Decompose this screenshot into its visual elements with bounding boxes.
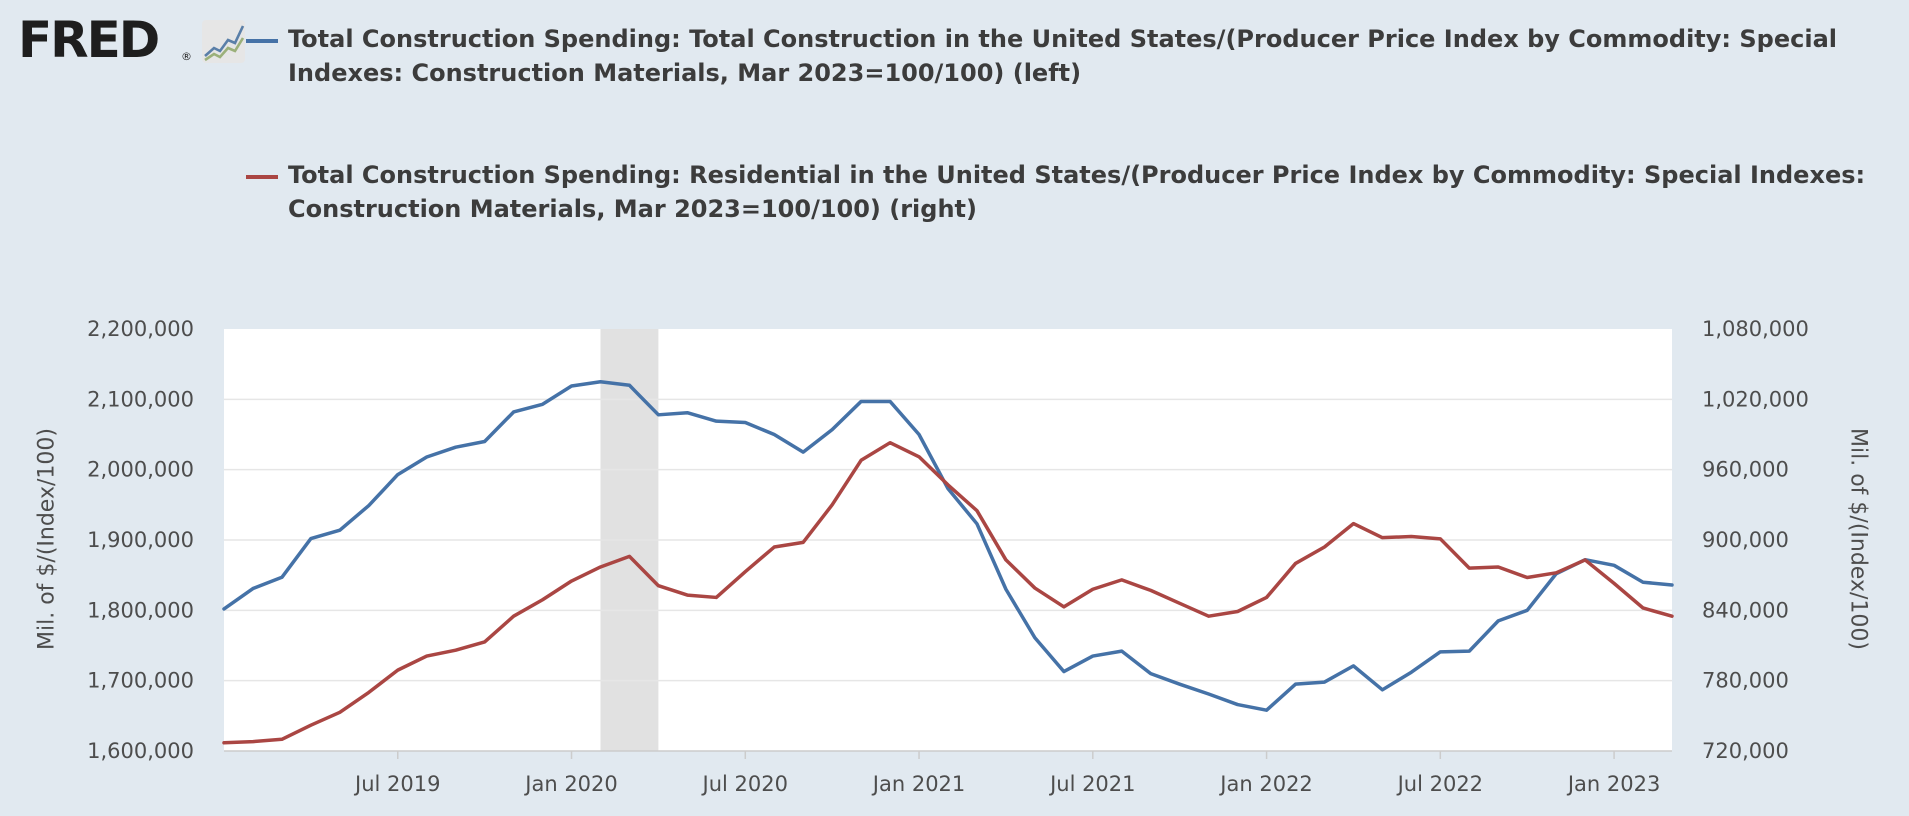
fred-logo[interactable]: FRED ® xyxy=(18,11,245,69)
y-left-tick-label: 1,600,000 xyxy=(87,739,194,763)
y-right-tick-label: 1,020,000 xyxy=(1702,387,1809,411)
series-line-total-construction[interactable] xyxy=(222,380,1674,712)
x-tick-label: Jan 2020 xyxy=(523,772,618,796)
y-left-tick-label: 2,100,000 xyxy=(87,387,194,411)
legend-swatch-residential xyxy=(246,175,278,179)
legend-label-total: Total Construction Spending: Total Const… xyxy=(288,25,1837,87)
legend-swatch-total xyxy=(246,39,278,43)
y-right-tick-label: 900,000 xyxy=(1702,528,1789,552)
y-left-tick-label: 1,700,000 xyxy=(87,669,194,693)
y-left-tick-label: 1,900,000 xyxy=(87,528,194,552)
line-chart-icon xyxy=(202,20,245,63)
y-right-tick-label: 780,000 xyxy=(1702,669,1789,693)
x-tick-label: Jul 2020 xyxy=(701,772,788,796)
y-right-tick-label: 720,000 xyxy=(1702,739,1789,763)
x-tick-label: Jul 2019 xyxy=(353,772,440,796)
y-left-tick-label: 2,000,000 xyxy=(87,458,194,482)
x-tick-label: Jan 2022 xyxy=(1218,772,1313,796)
x-tick-label: Jul 2022 xyxy=(1396,772,1483,796)
y-right-tick-label: 1,080,000 xyxy=(1702,317,1809,341)
x-tick-label: Jul 2021 xyxy=(1048,772,1135,796)
y-left-tick-label: 1,800,000 xyxy=(87,598,194,622)
series-line-residential[interactable] xyxy=(222,440,1674,745)
y-left-tick-label: 2,200,000 xyxy=(87,317,194,341)
registered-mark: ® xyxy=(181,50,192,63)
y-right-tick-label: 960,000 xyxy=(1702,458,1789,482)
x-tick-label: Jan 2021 xyxy=(871,772,966,796)
fred-logo-text: FRED xyxy=(18,11,160,69)
y-right-tick-label: 840,000 xyxy=(1702,598,1789,622)
legend-label-residential: Total Construction Spending: Residential… xyxy=(288,161,1866,223)
x-tick-label: Jan 2023 xyxy=(1566,772,1661,796)
